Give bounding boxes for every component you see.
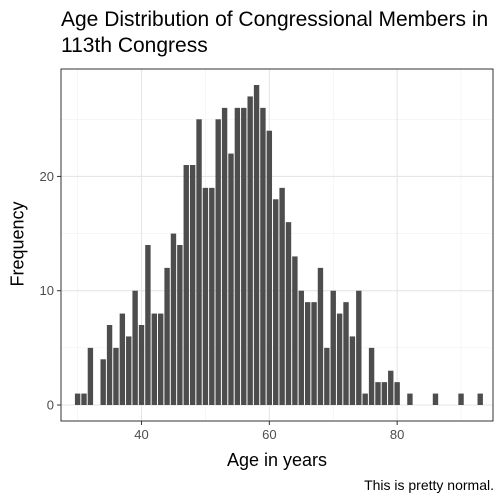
histogram-bar xyxy=(81,393,87,405)
x-axis-title: Age in years xyxy=(226,450,328,470)
histogram-bar xyxy=(228,153,234,405)
histogram-bar xyxy=(388,370,394,405)
histogram-bar xyxy=(432,393,439,405)
histogram-bar xyxy=(234,107,241,405)
histogram-bar xyxy=(253,85,260,405)
histogram-bar xyxy=(368,347,375,405)
histogram-bar xyxy=(477,393,483,405)
histogram-bar xyxy=(349,336,356,405)
plot-panel-border xyxy=(60,68,494,422)
bars xyxy=(74,85,483,406)
histogram-bar xyxy=(119,313,126,405)
histogram-bar xyxy=(356,290,362,405)
axes: 40 60 80 0 10 20 xyxy=(40,169,405,442)
histogram-bar xyxy=(330,290,336,405)
histogram-bar xyxy=(126,336,132,405)
x-tick-label: 60 xyxy=(262,427,276,442)
histogram-bar xyxy=(113,347,119,405)
histogram-bar xyxy=(375,382,381,405)
histogram-bar xyxy=(292,256,298,405)
histogram-bar xyxy=(87,347,94,405)
y-tick-label: 0 xyxy=(47,398,54,413)
histogram-bar xyxy=(324,347,330,405)
histogram-bar xyxy=(407,393,413,405)
chart-title: Age Distribution of Congressional Member… xyxy=(61,8,489,57)
histogram-bar xyxy=(458,393,464,405)
histogram-bar xyxy=(304,302,311,405)
histogram-bar xyxy=(189,165,196,405)
x-tick-label: 40 xyxy=(134,427,148,442)
histogram-bar xyxy=(215,119,221,406)
histogram-bar xyxy=(138,325,145,405)
histogram-bar xyxy=(266,130,273,405)
histogram-bar xyxy=(394,382,400,405)
histogram-bar xyxy=(311,302,317,405)
histogram-bar xyxy=(157,313,164,405)
histogram-bar xyxy=(221,107,228,405)
histogram-bar xyxy=(343,302,349,405)
histogram-bar xyxy=(100,359,106,405)
y-axis-title: Frequency xyxy=(7,201,28,287)
histogram-bar xyxy=(260,107,266,405)
histogram-bar xyxy=(106,325,113,405)
y-tick-label: 20 xyxy=(40,169,54,184)
histogram-bar xyxy=(196,119,202,406)
histogram-bar xyxy=(145,245,151,405)
histogram-bar xyxy=(241,107,247,405)
histogram-bar xyxy=(336,313,343,405)
histogram-bar xyxy=(170,233,177,405)
y-tick-label: 10 xyxy=(40,283,54,298)
histogram-bar xyxy=(298,290,304,405)
histogram-bar xyxy=(177,245,183,405)
x-tick-label: 80 xyxy=(390,427,404,442)
histogram-bar xyxy=(132,290,138,405)
histogram-bar xyxy=(273,199,279,405)
histogram-bar xyxy=(151,313,157,405)
histogram-bar xyxy=(247,96,253,405)
histogram-bar xyxy=(74,393,81,405)
histogram-bar xyxy=(183,165,189,405)
histogram-bar xyxy=(381,382,388,405)
histogram-bar xyxy=(164,267,170,405)
chart-caption: This is pretty normal. xyxy=(364,477,494,493)
histogram-bar xyxy=(362,393,368,405)
histogram-bar xyxy=(279,187,285,405)
histogram-bar xyxy=(202,187,209,405)
histogram-bar xyxy=(209,187,215,405)
histogram-bar xyxy=(317,267,324,405)
histogram-bar xyxy=(285,222,292,405)
